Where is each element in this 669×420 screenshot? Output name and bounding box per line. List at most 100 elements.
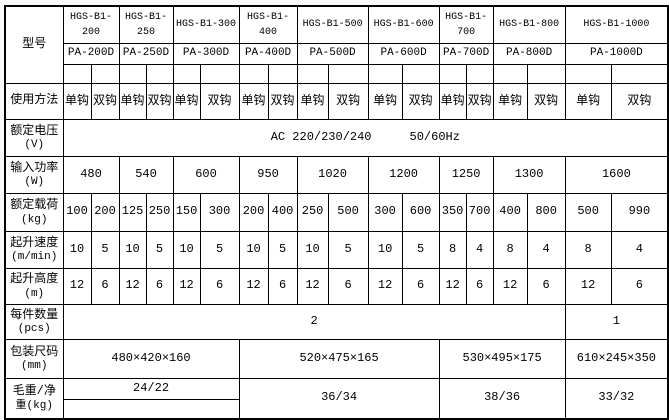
usage-cell: 单钩 xyxy=(62,82,92,120)
weight-cell: 24/22 xyxy=(62,377,240,400)
power-cell: 540 xyxy=(118,155,174,194)
row-weight-spacer xyxy=(5,398,668,420)
height-cell: 12 xyxy=(172,267,201,305)
speed-cell: 10 xyxy=(296,230,329,269)
voltage-unit: (V) xyxy=(24,139,45,152)
power-cell: 1300 xyxy=(492,155,566,194)
load-cell: 300 xyxy=(367,192,403,232)
packing-cell: 610×245×350 xyxy=(564,338,669,379)
weight-cell: 33/32 xyxy=(564,377,669,420)
pa-name-cell: PA-800D xyxy=(492,42,566,65)
spacer-cell xyxy=(238,63,269,84)
speed-cell: 4 xyxy=(526,230,566,269)
height-cell: 12 xyxy=(438,267,467,305)
height-cell: 6 xyxy=(610,267,669,305)
model-name-cell: HGS-B1-300 xyxy=(172,5,240,44)
qty-cell: 1 xyxy=(564,303,669,340)
model-name-cell: HGS-B1-200 xyxy=(62,5,120,44)
spacer-cell xyxy=(296,63,329,84)
load-cell: 200 xyxy=(90,192,120,232)
speed-cell: 8 xyxy=(564,230,612,269)
weight-unit: 重(kg) xyxy=(15,400,53,412)
speed-cell: 10 xyxy=(62,230,92,269)
load-cell: 250 xyxy=(145,192,174,232)
load-unit: (kg) xyxy=(21,213,48,226)
frequency-value: 50/60Hz xyxy=(409,129,460,144)
row-label-weight: 毛重/净 重(kg) xyxy=(4,377,64,420)
usage-cell: 单钩 xyxy=(438,82,467,120)
packing-cell: 530×495×175 xyxy=(438,338,566,379)
usage-cell: 双钩 xyxy=(610,82,669,120)
spacer-cell xyxy=(145,63,174,84)
usage-cell: 双钩 xyxy=(526,82,566,120)
spacer-cell xyxy=(62,63,92,84)
row-model-names: 型号 HGS-B1-200 HGS-B1-250 HGS-B1-300 HGS-… xyxy=(4,5,669,84)
usage-cell: 单钩 xyxy=(238,82,269,120)
load-cell: 150 xyxy=(172,192,201,232)
load-cell: 100 xyxy=(62,192,92,232)
height-cell: 12 xyxy=(564,267,612,305)
spacer-cell xyxy=(401,63,440,84)
power-cell: 1020 xyxy=(296,155,369,194)
speed-cell: 5 xyxy=(145,230,174,269)
weight-cell: 36/34 xyxy=(238,377,440,420)
row-label-height: 起升高度 (m) xyxy=(4,267,64,305)
packing-unit: (mm) xyxy=(21,360,48,373)
load-cell: 800 xyxy=(526,192,566,232)
row-power: 输入功率 (W) 480 540 600 950 1020 1200 1250 … xyxy=(4,155,669,194)
usage-cell: 双钩 xyxy=(327,82,369,120)
voltage-label: 额定电压 xyxy=(10,123,59,138)
voltage-value-cell: AC 220/230/240 50/60Hz xyxy=(62,118,669,157)
speed-cell: 5 xyxy=(267,230,298,269)
load-cell: 400 xyxy=(267,192,298,232)
usage-cell: 单钩 xyxy=(564,82,612,120)
power-label: 输入功率 xyxy=(10,160,59,175)
weight-spacer-cell xyxy=(62,398,240,420)
height-cell: 6 xyxy=(267,267,298,305)
load-cell: 700 xyxy=(465,192,494,232)
packing-cell: 520×475×165 xyxy=(238,338,440,379)
spacer-cell xyxy=(492,63,528,84)
row-packing: 包装尺码 (mm) 480×420×160 520×475×165 530×49… xyxy=(4,338,669,379)
power-cell: 1200 xyxy=(367,155,440,194)
height-cell: 6 xyxy=(199,267,240,305)
model-name-cell: HGS-B1-700 xyxy=(438,5,494,44)
height-unit: (m) xyxy=(24,287,45,300)
speed-cell: 10 xyxy=(367,230,403,269)
row-label-model: 型号 xyxy=(4,5,64,84)
row-label-voltage: 额定电压 (V) xyxy=(4,118,64,157)
row-weight: 毛重/净 重(kg) 24/22 36/34 38/36 33/32 xyxy=(4,377,669,420)
pa-name-cell: PA-1000D xyxy=(564,42,669,65)
row-pa-names: PA-200D PA-250D PA-300D PA-400D PA-500D … xyxy=(5,42,669,65)
speed-cell: 8 xyxy=(438,230,467,269)
spacer-cell xyxy=(199,63,240,84)
pa-name-cell: PA-700D xyxy=(438,42,494,65)
usage-cell: 双钩 xyxy=(90,82,120,120)
speed-cell: 5 xyxy=(199,230,240,269)
pa-name-cell: PA-250D xyxy=(118,42,174,65)
row-speed: 起升速度 (m/min) 10 5 10 5 10 5 10 5 10 5 10… xyxy=(4,230,669,269)
usage-cell: 单钩 xyxy=(118,82,147,120)
usage-cell: 双钩 xyxy=(401,82,440,120)
load-cell: 990 xyxy=(610,192,669,232)
model-name-cell: HGS-B1-250 xyxy=(118,5,174,44)
spacer-cell xyxy=(438,63,467,84)
height-cell: 6 xyxy=(401,267,440,305)
usage-cell: 单钩 xyxy=(296,82,329,120)
load-cell: 400 xyxy=(492,192,528,232)
speed-cell: 5 xyxy=(327,230,369,269)
height-cell: 6 xyxy=(90,267,120,305)
spacer-cell xyxy=(267,63,298,84)
load-cell: 250 xyxy=(296,192,329,232)
power-unit: (W) xyxy=(24,176,45,189)
power-cell: 480 xyxy=(62,155,120,194)
usage-cell: 双钩 xyxy=(199,82,240,120)
height-cell: 6 xyxy=(145,267,174,305)
height-cell: 6 xyxy=(526,267,566,305)
speed-cell: 5 xyxy=(401,230,440,269)
power-cell: 1250 xyxy=(438,155,494,194)
load-label: 额定载荷 xyxy=(10,198,59,213)
speed-unit: (m/min) xyxy=(11,251,58,264)
spacer-cell xyxy=(90,63,120,84)
packing-label: 包装尺码 xyxy=(10,344,59,359)
